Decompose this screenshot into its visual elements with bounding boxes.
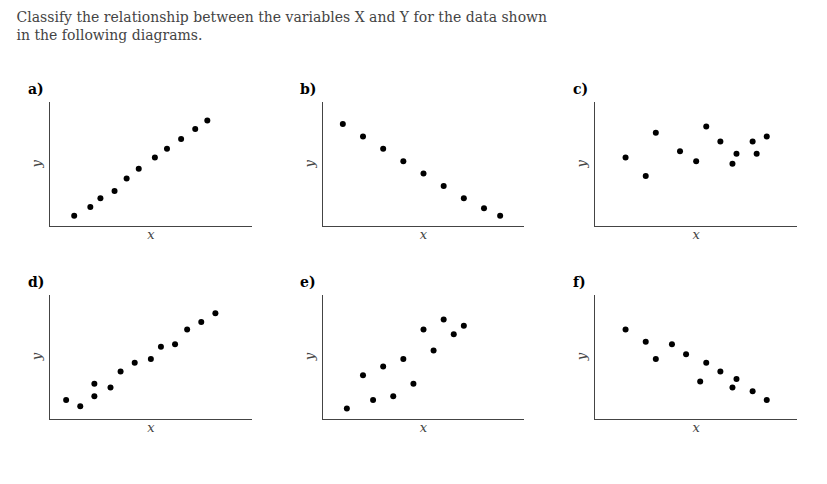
svg-text:y: y <box>302 352 317 361</box>
svg-text:y: y <box>574 159 589 168</box>
svg-text:x: x <box>147 227 155 242</box>
svg-text:y: y <box>574 352 589 361</box>
svg-text:x: x <box>692 420 700 435</box>
svg-text:y: y <box>29 159 44 168</box>
svg-text:x: x <box>420 420 428 435</box>
svg-text:y: y <box>29 352 44 361</box>
svg-text:c): c) <box>573 81 588 97</box>
svg-text:d): d) <box>28 274 44 290</box>
svg-text:x: x <box>147 420 155 435</box>
svg-text:e): e) <box>300 274 316 290</box>
svg-text:a): a) <box>28 81 44 97</box>
svg-text:x: x <box>692 227 700 242</box>
svg-text:Classify the relationship betw: Classify the relationship between the va… <box>17 9 548 43</box>
svg-text:b): b) <box>300 81 316 97</box>
svg-text:y: y <box>302 159 317 168</box>
svg-text:x: x <box>420 227 428 242</box>
svg-text:f): f) <box>573 274 586 290</box>
